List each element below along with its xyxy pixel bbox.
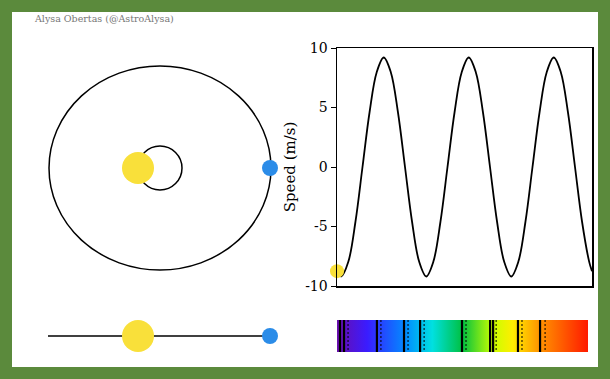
svg-text:Alysa Obertas (@AstroAlysa): Alysa Obertas (@AstroAlysa) bbox=[34, 13, 174, 24]
svg-text:Speed (m/s): Speed (m/s) bbox=[281, 122, 299, 213]
svg-text:5: 5 bbox=[319, 99, 328, 115]
svg-text:-10: -10 bbox=[305, 278, 328, 294]
svg-text:0: 0 bbox=[319, 159, 328, 175]
svg-text:10: 10 bbox=[310, 40, 328, 56]
svg-text:-5: -5 bbox=[314, 218, 328, 234]
